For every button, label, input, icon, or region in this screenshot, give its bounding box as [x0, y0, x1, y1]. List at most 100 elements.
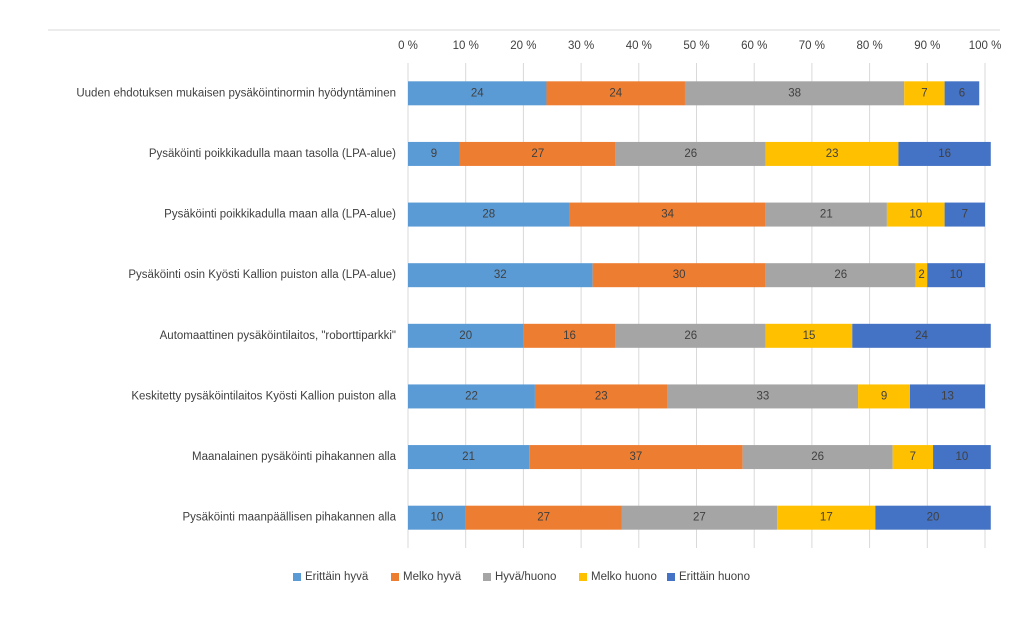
- data-label: 24: [609, 87, 622, 99]
- category-label: Pysäköinti maanpäällisen pihakannen alla: [182, 512, 396, 524]
- data-label: 10: [909, 209, 922, 221]
- bar-segment: [529, 445, 743, 470]
- bar-segment: [858, 384, 910, 409]
- category-label: Pysäköinti poikkikadulla maan tasolla (L…: [149, 148, 396, 160]
- bar-segment: [459, 141, 616, 166]
- bar-segment: [765, 323, 853, 348]
- category-label: Uuden ehdotuksen mukaisen pysäköintinorm…: [76, 87, 396, 99]
- legend-marker: [483, 573, 491, 581]
- data-label: 7: [910, 451, 916, 463]
- legend-marker: [579, 573, 587, 581]
- x-tick-label: 60 %: [741, 40, 767, 52]
- data-label: 21: [820, 209, 833, 221]
- legend-label: Erittäin hyvä: [305, 571, 369, 583]
- data-label: 20: [927, 512, 940, 524]
- data-label: 24: [915, 330, 928, 342]
- data-label: 15: [803, 330, 816, 342]
- bar-segment: [944, 202, 985, 227]
- x-tick-label: 50 %: [683, 40, 709, 52]
- legend-marker: [391, 573, 399, 581]
- data-label: 10: [950, 269, 963, 281]
- data-label: 27: [531, 148, 544, 160]
- x-tick-label: 70 %: [799, 40, 825, 52]
- x-tick-label: 20 %: [510, 40, 536, 52]
- data-label: 23: [595, 390, 608, 402]
- bar-segment: [765, 263, 916, 288]
- data-label: 27: [693, 512, 706, 524]
- bar-segment: [408, 81, 547, 106]
- bar-segment: [615, 323, 766, 348]
- x-tick-label: 80 %: [856, 40, 882, 52]
- data-label: 7: [962, 209, 968, 221]
- bar-segment: [915, 263, 928, 288]
- bar-segment: [534, 384, 668, 409]
- data-label: 30: [673, 269, 686, 281]
- data-label: 9: [431, 148, 437, 160]
- bar-segment: [523, 323, 616, 348]
- legend-marker: [293, 573, 301, 581]
- bar-segment: [765, 141, 899, 166]
- legend-label: Hyvä/huono: [495, 571, 556, 583]
- data-label: 6: [959, 87, 965, 99]
- legend-marker: [667, 573, 675, 581]
- bar-segment: [904, 81, 945, 106]
- bar-segment: [892, 445, 934, 470]
- category-label: Pysäköinti poikkikadulla maan alla (LPA-…: [164, 209, 396, 221]
- data-label: 13: [941, 390, 954, 402]
- x-tick-label: 10 %: [453, 40, 479, 52]
- bar-segment: [667, 384, 859, 409]
- legend-label: Erittäin huono: [679, 571, 750, 583]
- x-tick-label: 0 %: [398, 40, 418, 52]
- bar-segment: [615, 141, 766, 166]
- data-label: 37: [630, 451, 643, 463]
- data-label: 16: [938, 148, 951, 160]
- data-label: 26: [811, 451, 824, 463]
- bar-segment: [909, 384, 985, 409]
- legend-label: Melko huono: [591, 571, 657, 583]
- data-label: 20: [459, 330, 472, 342]
- bar-segment: [684, 81, 905, 106]
- x-tick-label: 100 %: [969, 40, 1002, 52]
- data-label: 23: [826, 148, 839, 160]
- bar-segment: [408, 384, 535, 409]
- x-tick-label: 40 %: [626, 40, 652, 52]
- bar-segment: [742, 445, 893, 470]
- data-label: 24: [471, 87, 484, 99]
- bar-segment: [408, 141, 460, 166]
- x-tick-label: 30 %: [568, 40, 594, 52]
- category-label: Pysäköinti osin Kyösti Kallion puiston a…: [128, 269, 396, 281]
- bar-segment: [546, 81, 685, 106]
- data-label: 32: [494, 269, 507, 281]
- data-label: 26: [684, 330, 697, 342]
- data-label: 21: [462, 451, 475, 463]
- data-label: 7: [921, 87, 927, 99]
- bar-segment: [875, 505, 991, 530]
- bar-segment: [408, 445, 530, 470]
- bar-segment: [408, 202, 570, 227]
- data-label: 27: [537, 512, 550, 524]
- data-label: 28: [482, 209, 495, 221]
- bar-segment: [777, 505, 876, 530]
- data-label: 34: [661, 209, 674, 221]
- bar-segment: [933, 445, 991, 470]
- category-label: Maanalainen pysäköinti pihakannen alla: [192, 451, 397, 463]
- data-label: 9: [881, 390, 887, 402]
- data-label: 26: [834, 269, 847, 281]
- bar-segment: [592, 263, 766, 288]
- bar-segment: [886, 202, 945, 227]
- bar-segment: [621, 505, 778, 530]
- data-label: 10: [956, 451, 969, 463]
- data-label: 16: [563, 330, 576, 342]
- data-label: 26: [684, 148, 697, 160]
- bar-segment: [408, 505, 466, 530]
- bar-segment: [898, 141, 991, 166]
- bar-segment: [569, 202, 766, 227]
- data-label: 22: [465, 390, 478, 402]
- data-label: 38: [788, 87, 801, 99]
- bar-segment: [927, 263, 985, 288]
- bar-segment: [852, 323, 991, 348]
- data-label: 33: [756, 390, 769, 402]
- data-label: 2: [918, 269, 924, 281]
- data-label: 17: [820, 512, 833, 524]
